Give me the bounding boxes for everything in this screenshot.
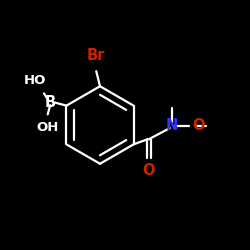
Text: Br: Br (87, 48, 106, 62)
Text: O: O (192, 118, 205, 133)
Text: N: N (166, 118, 178, 133)
Text: OH: OH (36, 120, 59, 134)
Text: O: O (142, 163, 155, 178)
Text: HO: HO (24, 74, 46, 87)
Text: B: B (45, 95, 56, 110)
